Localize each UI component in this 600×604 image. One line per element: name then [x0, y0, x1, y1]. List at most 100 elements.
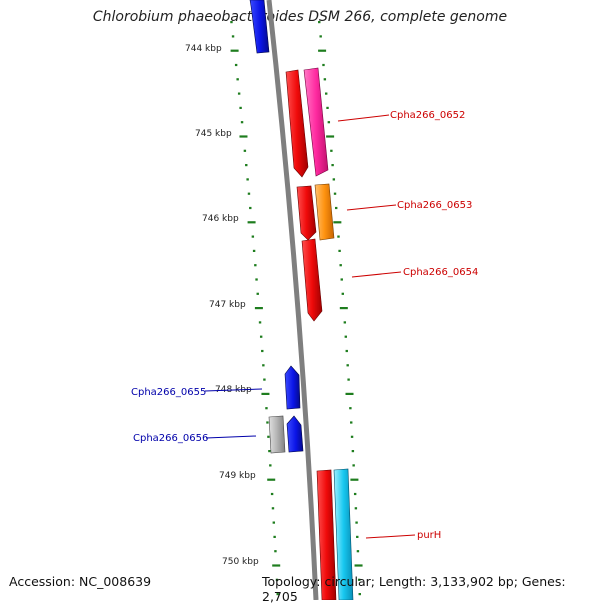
- scale-label-744: 744 kbp: [185, 44, 222, 54]
- tick-mark-right: [356, 535, 359, 538]
- tick-mark-right: [358, 593, 361, 596]
- tick-mark-left: [256, 292, 259, 295]
- tick-mark-right: [345, 392, 354, 395]
- tick-mark-right: [353, 492, 357, 496]
- tick-mark-left: [240, 121, 244, 124]
- tick-mark-right: [344, 335, 348, 338]
- leader-0652: [337, 114, 390, 122]
- tick-mark-left: [251, 235, 255, 238]
- tick-mark-right: [343, 321, 347, 324]
- gene-label-cpha266-0656[interactable]: Cpha266_0656: [133, 433, 208, 444]
- tick-mark-left: [254, 307, 263, 310]
- tick-mark-left: [234, 63, 238, 67]
- tick-mark-left: [262, 364, 265, 367]
- tick-mark-left: [230, 21, 233, 24]
- gene-pink-0652[interactable]: [303, 67, 329, 177]
- genome-backbone: [266, 0, 319, 600]
- tick-mark-right: [338, 249, 341, 252]
- tick-mark-left: [261, 392, 270, 395]
- tick-mark-right: [319, 35, 322, 38]
- accession-text: Accession: NC_008639: [9, 574, 152, 589]
- tick-mark-left: [252, 249, 256, 252]
- scale-label-747: 747 kbp: [209, 300, 246, 310]
- gene-features: [249, 0, 354, 600]
- scale-label-749: 749 kbp: [219, 471, 256, 481]
- tick-mark-right: [335, 206, 338, 210]
- tick-mark-right: [346, 364, 349, 367]
- tick-mark-right: [326, 135, 335, 138]
- tick-mark-left: [269, 464, 272, 467]
- tick-mark-right: [341, 292, 344, 295]
- leader-0656: [205, 435, 257, 439]
- tick-mark-right: [350, 435, 354, 438]
- tick-mark-right: [354, 507, 358, 510]
- gene-red-0653[interactable]: [296, 185, 317, 241]
- tick-mark-right: [327, 121, 331, 124]
- scale-label-745: 745 kbp: [195, 129, 232, 139]
- gene-blue-0655[interactable]: [284, 365, 301, 410]
- tick-mark-right: [350, 421, 353, 424]
- tick-mark-left: [261, 349, 264, 353]
- gene-red-0652[interactable]: [285, 69, 309, 178]
- tick-mark-left: [271, 507, 275, 510]
- gene-label-cpha266-0655[interactable]: Cpha266_0655: [131, 387, 206, 398]
- tick-mark-left: [247, 192, 251, 195]
- tick-mark-left: [275, 578, 279, 581]
- tick-mark-right: [325, 92, 328, 95]
- tick-mark-right: [339, 307, 348, 310]
- tick-mark-right: [331, 164, 334, 167]
- tick-mark-right: [345, 349, 348, 353]
- gene-orange-0653[interactable]: [314, 183, 335, 241]
- tick-mark-left: [247, 221, 256, 224]
- tick-mark-right: [322, 63, 325, 67]
- tick-mark-left: [255, 278, 258, 281]
- tick-mark-left: [259, 335, 263, 338]
- tick-mark-left: [268, 450, 271, 453]
- gene-blue-top[interactable]: [249, 0, 270, 54]
- tick-mark-right: [349, 407, 352, 410]
- tick-mark-right: [351, 450, 355, 453]
- scale-label-746: 746 kbp: [202, 214, 239, 224]
- tick-mark-right: [318, 21, 321, 24]
- gene-label-cpha266-0653[interactable]: Cpha266_0653: [397, 200, 472, 211]
- tick-mark-right: [340, 278, 343, 281]
- gene-blue-0656[interactable]: [286, 415, 304, 453]
- scale-labels: 744 kbp 745 kbp 746 kbp 747 kbp 748 kbp …: [185, 44, 259, 567]
- tick-mark-left: [236, 78, 239, 81]
- tick-mark-left: [239, 135, 248, 138]
- gene-label-purH[interactable]: purH: [417, 530, 441, 541]
- tick-mark-right: [330, 149, 333, 152]
- gene-gray-0656[interactable]: [268, 415, 286, 454]
- tick-mark-left: [231, 35, 235, 38]
- leader-0653: [346, 204, 397, 211]
- tick-mark-left: [249, 206, 252, 210]
- tick-mark-left: [267, 435, 270, 438]
- tick-mark-right: [326, 106, 329, 109]
- tick-mark-left: [237, 92, 241, 95]
- leader-0654: [351, 271, 402, 278]
- gene-label-cpha266-0652[interactable]: Cpha266_0652: [390, 110, 465, 121]
- tick-tracks: [230, 21, 363, 596]
- tick-mark-left: [273, 535, 276, 538]
- tick-mark-right: [355, 521, 358, 524]
- tick-mark-right: [318, 49, 327, 52]
- leader-purH: [365, 534, 416, 539]
- tick-mark-left: [270, 492, 274, 496]
- tick-mark-left: [263, 378, 266, 381]
- label-leader-lines: [204, 114, 416, 539]
- tick-mark-left: [274, 550, 277, 553]
- gene-cyan-purH[interactable]: [333, 468, 354, 600]
- tick-mark-right: [347, 378, 350, 381]
- tick-mark-left: [272, 521, 276, 524]
- tick-mark-right: [337, 235, 340, 238]
- gene-red-purH[interactable]: [316, 469, 337, 600]
- tick-mark-right: [354, 564, 363, 567]
- tick-mark-left: [243, 149, 247, 152]
- gene-red-0654[interactable]: [301, 238, 323, 322]
- tick-mark-left: [245, 164, 248, 167]
- leader-0655: [204, 388, 263, 392]
- tick-mark-right: [332, 178, 336, 181]
- gene-label-cpha266-0654[interactable]: Cpha266_0654: [403, 267, 478, 278]
- tick-mark-left: [266, 421, 269, 424]
